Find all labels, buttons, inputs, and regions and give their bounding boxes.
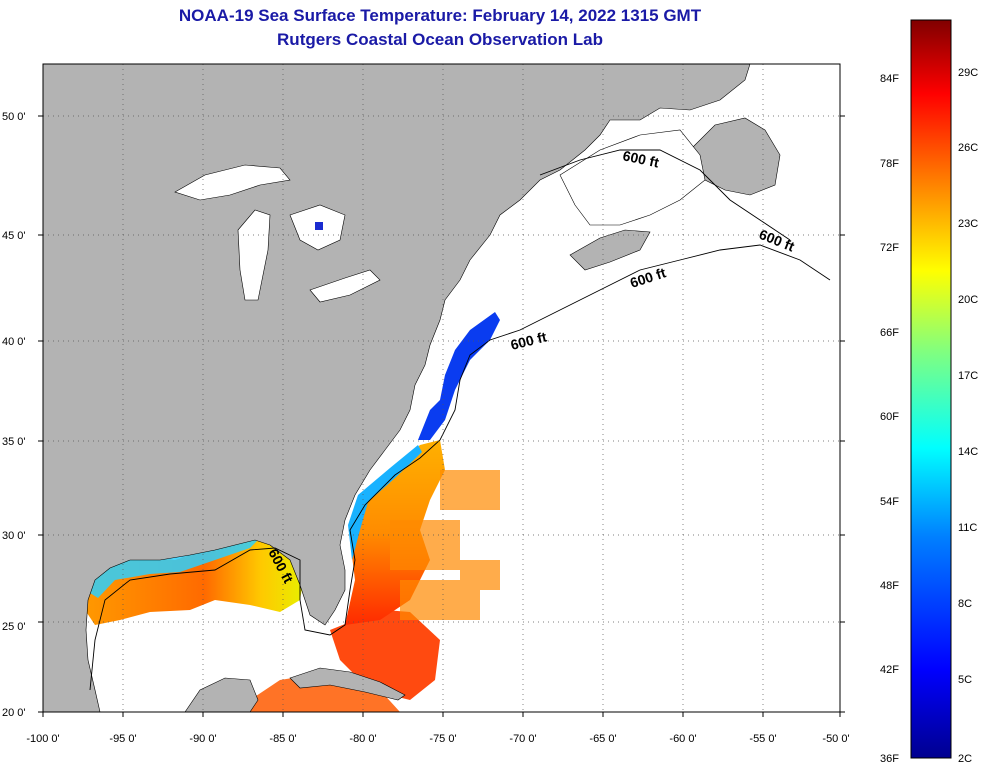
lat-tick-label: 45 0' xyxy=(2,230,26,242)
shelf-cold-band-se xyxy=(348,445,422,560)
colorbar xyxy=(910,19,952,759)
colorbar-c-label: 17C xyxy=(958,370,978,382)
lon-tick-label: -55 0' xyxy=(749,733,776,745)
north-america-land xyxy=(43,64,751,712)
gulf-of-st-lawrence xyxy=(559,129,706,226)
lake-huron-cold-patch xyxy=(315,222,323,230)
colorbar-c-label: 23C xyxy=(958,218,978,230)
colorbar-f-label: 42F xyxy=(880,664,899,676)
lat-tick-label: 35 0' xyxy=(2,436,26,448)
colorbar-f-labels: 36F 42F 48F 54F 60F 66F 72F 78F 84F xyxy=(880,73,899,765)
colorbar-f-label: 60F xyxy=(880,411,899,423)
lon-tick-label: -100 0' xyxy=(26,733,59,745)
lon-tick-label: -50 0' xyxy=(822,733,849,745)
offshore-sst-scatter xyxy=(390,470,500,620)
lon-tick-label: -60 0' xyxy=(669,733,696,745)
colorbar-c-label: 26C xyxy=(958,142,978,154)
lon-tick-label: -90 0' xyxy=(189,733,216,745)
map-border xyxy=(42,63,841,713)
lon-tick-label: -65 0' xyxy=(589,733,616,745)
colorbar-f-label: 84F xyxy=(880,73,899,85)
lat-tick-label: 20 0' xyxy=(2,707,26,719)
colorbar-c-label: 29C xyxy=(958,67,978,79)
map-title: NOAA-19 Sea Surface Temperature: Februar… xyxy=(178,6,702,25)
lon-tick-label: -75 0' xyxy=(429,733,456,745)
colorbar-c-label: 14C xyxy=(958,446,978,458)
isobath-600ft xyxy=(89,244,831,691)
caribbean-sst xyxy=(250,672,400,712)
lon-tick-label: -95 0' xyxy=(109,733,136,745)
isobath-label: 600 ft xyxy=(621,147,660,170)
map-subtitle: Rutgers Coastal Ocean Observation Lab xyxy=(277,30,603,49)
colorbar-f-label: 48F xyxy=(880,580,899,592)
colorbar-f-label: 66F xyxy=(880,327,899,339)
colorbar-c-label: 5C xyxy=(958,674,972,686)
lat-tick-label: 30 0' xyxy=(2,530,26,542)
colorbar-f-label: 36F xyxy=(880,753,899,765)
map-grid xyxy=(43,64,840,712)
yucatan-land xyxy=(184,677,259,712)
lat-axis: 20 0' 25 0' 30 0' 35 0' 40 0' 45 0' 50 0… xyxy=(2,111,845,719)
lat-tick-label: 50 0' xyxy=(2,111,26,123)
map-content xyxy=(43,64,831,712)
colorbar-f-label: 78F xyxy=(880,158,899,170)
colorbar-f-label: 72F xyxy=(880,242,899,254)
nova-scotia-land xyxy=(569,229,651,271)
lon-tick-label: -80 0' xyxy=(349,733,376,745)
cuba-land xyxy=(289,667,406,701)
isobath-600ft-north xyxy=(539,149,791,241)
colorbar-c-label: 8C xyxy=(958,598,972,610)
lon-axis: -100 0' -95 0' -90 0' -85 0' -80 0' -75 … xyxy=(26,712,850,745)
colorbar-c-label: 11C xyxy=(958,522,977,534)
colorbar-c-labels: 2C 5C 8C 11C 14C 17C 20C 23C 26C 29C xyxy=(958,67,978,765)
colorbar-c-label: 20C xyxy=(958,294,978,306)
colorbar-f-label: 54F xyxy=(880,496,899,508)
lat-tick-label: 40 0' xyxy=(2,336,26,348)
lat-tick-label: 25 0' xyxy=(2,621,26,633)
gulf-of-mexico-sst xyxy=(82,530,305,625)
lon-tick-label: -70 0' xyxy=(509,733,536,745)
colorbar-c-label: 2C xyxy=(958,753,972,765)
mid-atlantic-shelf-sst xyxy=(418,312,500,440)
lon-tick-label: -85 0' xyxy=(269,733,296,745)
